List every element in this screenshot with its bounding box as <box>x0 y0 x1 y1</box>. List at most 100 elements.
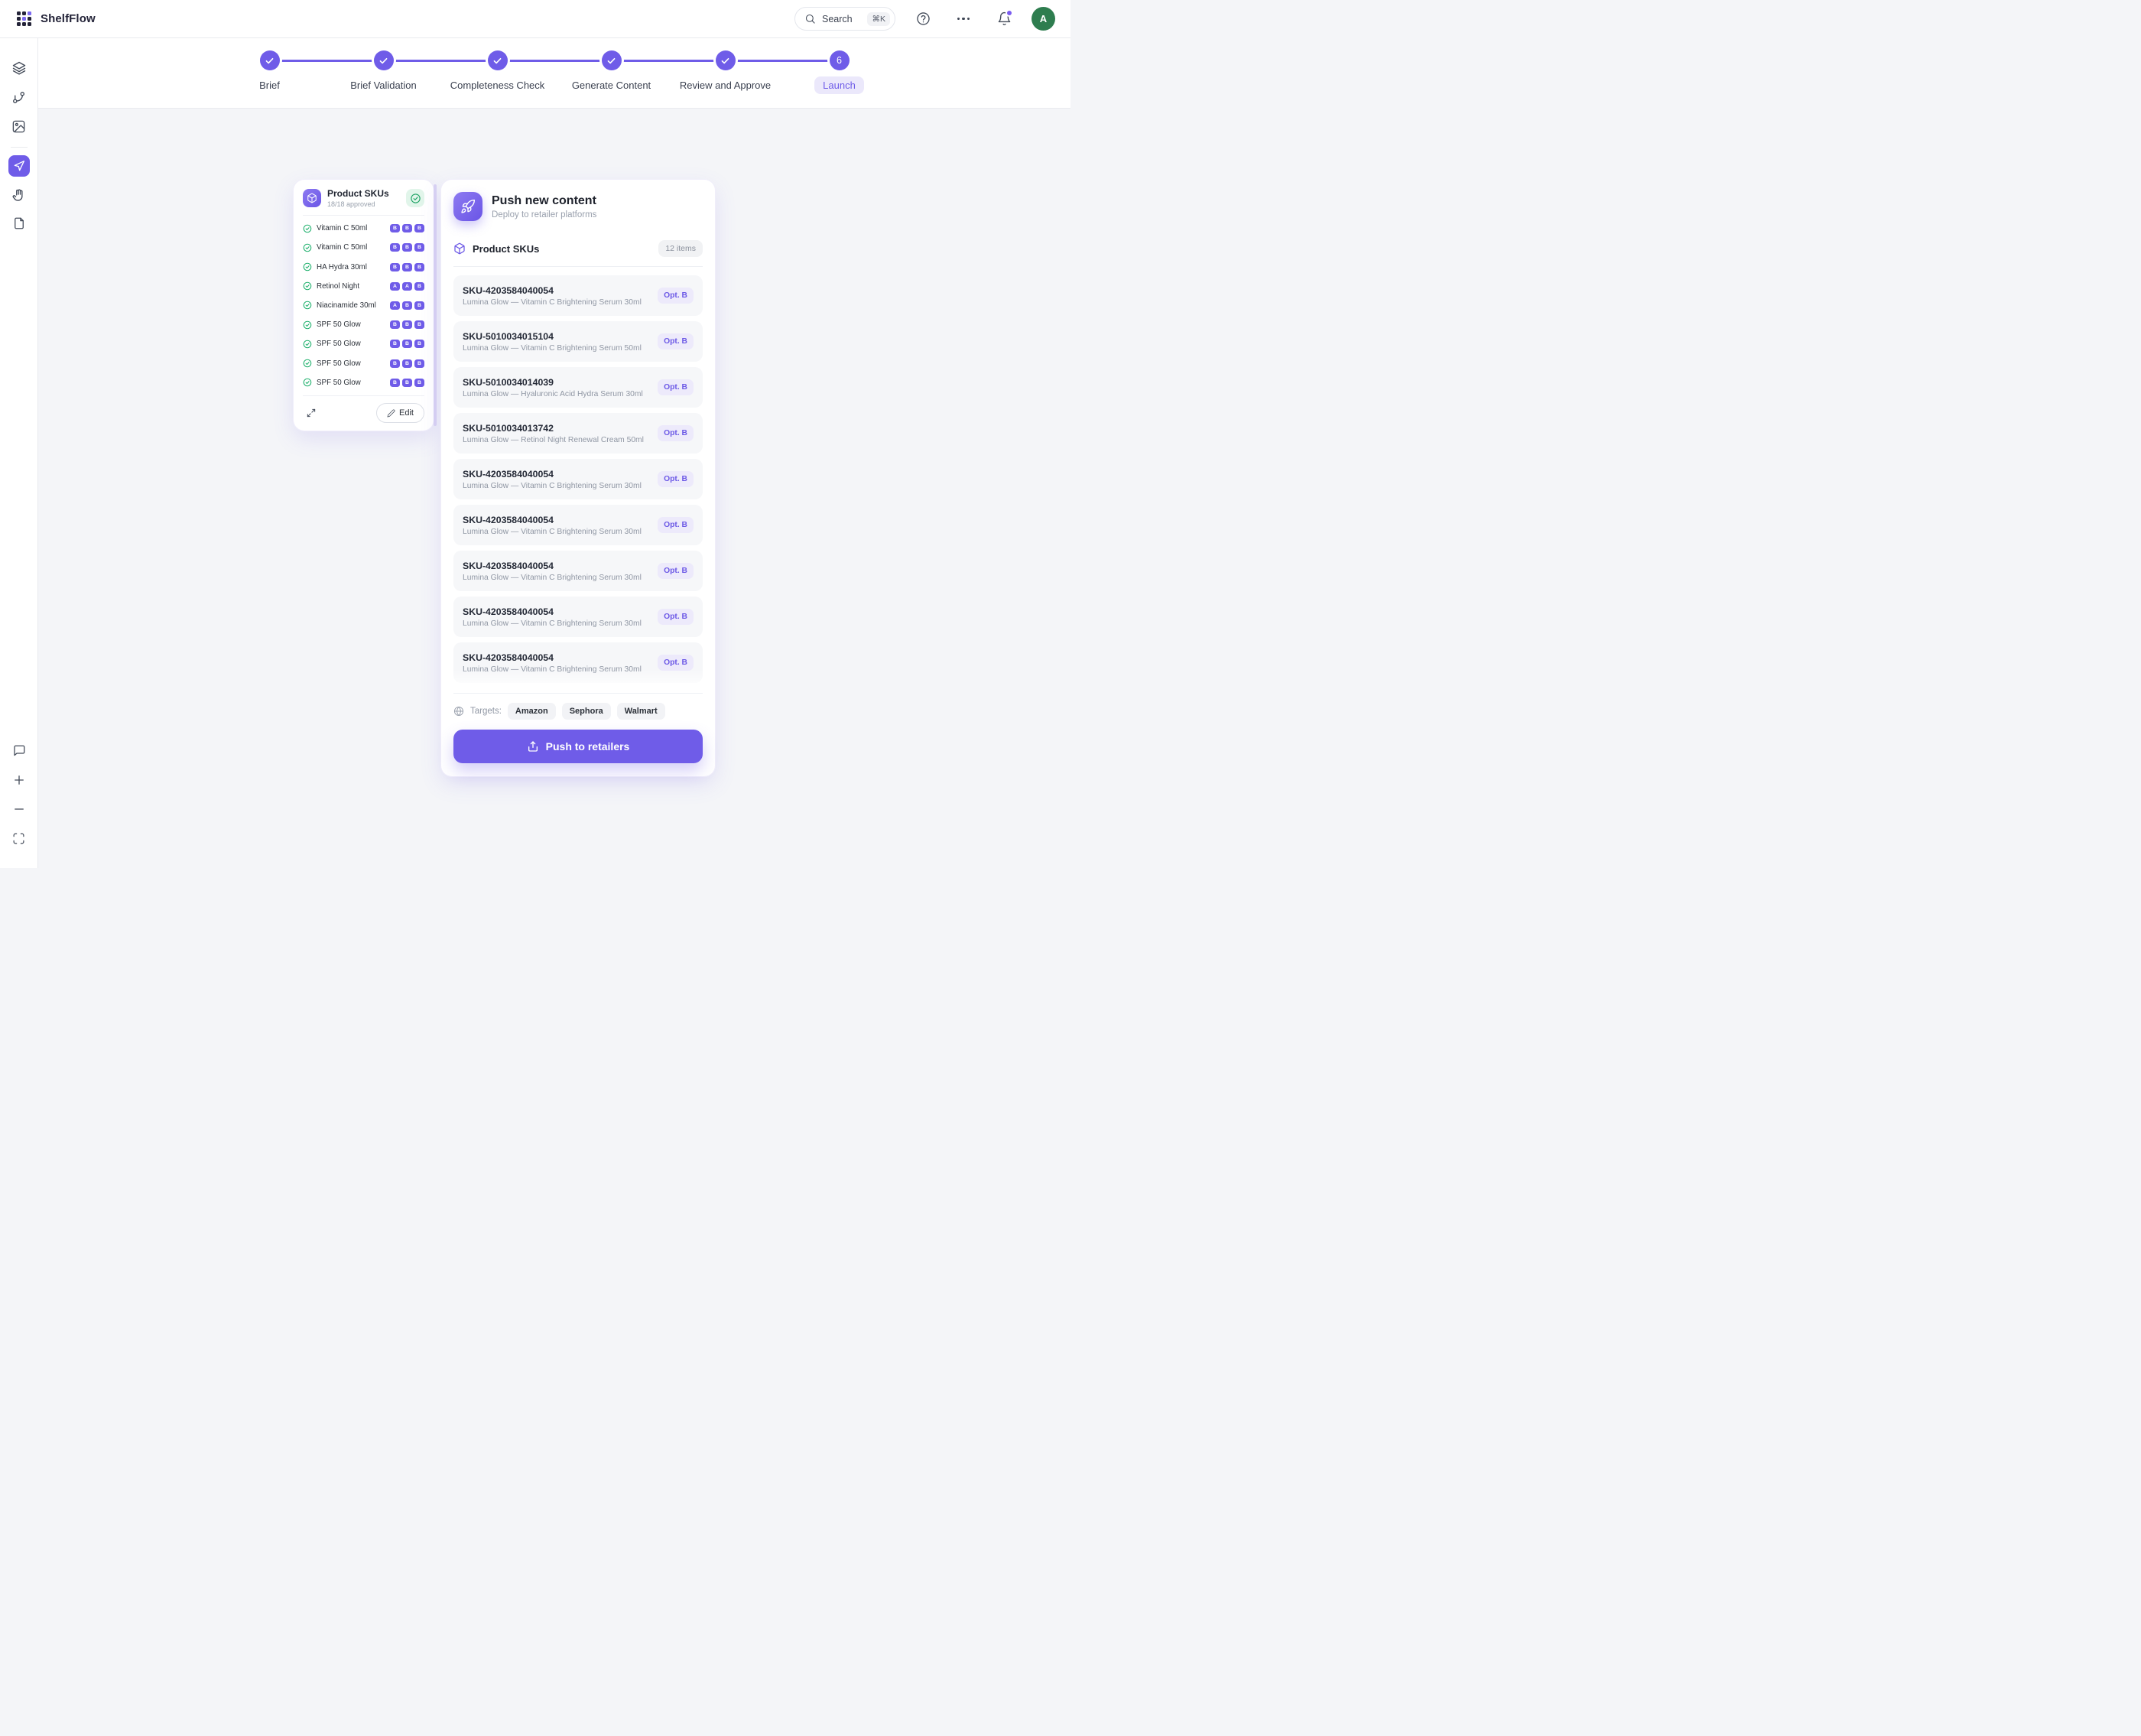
stepper-step[interactable]: Generate Content <box>554 50 668 108</box>
expand-icon <box>307 408 316 418</box>
sku-code: SKU-4203584040054 <box>463 468 554 480</box>
layers-tool-button[interactable] <box>8 57 31 80</box>
sku-summary-label: Vitamin C 50ml <box>317 224 368 233</box>
sku-summary-row[interactable]: SPF 50 Glow B B B <box>303 374 424 391</box>
sku-summary-row[interactable]: HA Hydra 30ml B B B <box>303 258 424 275</box>
step-number: 6 <box>837 55 842 66</box>
package-outline-icon <box>454 242 465 255</box>
stepper-step[interactable]: Review and Approve <box>668 50 782 108</box>
fullscreen-button[interactable] <box>8 827 31 850</box>
sku-detail-row[interactable]: SKU-5010034015104 Lumina Glow — Vitamin … <box>453 321 703 362</box>
notifications-button[interactable] <box>991 6 1017 32</box>
expand-card-button[interactable] <box>303 405 320 421</box>
card-subtitle: 18/18 approved <box>327 200 375 208</box>
pan-tool-button[interactable] <box>8 183 31 206</box>
app-logo[interactable] <box>17 11 31 26</box>
approved-check-icon <box>303 359 312 368</box>
stepper-step[interactable]: Completeness Check <box>440 50 554 108</box>
comments-button[interactable] <box>8 740 31 762</box>
card-title: Product SKUs <box>327 188 389 199</box>
option-badge: Opt. B <box>658 425 694 441</box>
sku-code: SKU-4203584040054 <box>463 606 554 617</box>
variant-badges: A A B <box>390 281 424 291</box>
sku-summary-row[interactable]: SPF 50 Glow B B B <box>303 317 424 333</box>
variant-badge: B <box>390 340 400 349</box>
chat-icon <box>13 745 24 756</box>
help-button[interactable] <box>910 6 936 32</box>
sku-summary-row[interactable]: Retinol Night A A B <box>303 278 424 294</box>
product-skus-card-footer: Edit <box>303 395 424 423</box>
sku-description: Lumina Glow — Vitamin C Brightening Seru… <box>463 297 642 307</box>
sku-description: Lumina Glow — Hyaluronic Acid Hydra Seru… <box>463 389 643 398</box>
approved-check-icon <box>303 243 312 252</box>
approved-status-tile <box>406 189 424 207</box>
push-to-retailers-button[interactable]: Push to retailers <box>453 730 703 763</box>
variant-badges: B B B <box>390 359 424 368</box>
target-chip[interactable]: Walmart <box>616 703 665 720</box>
sku-detail-row[interactable]: SKU-4203584040054 Lumina Glow — Vitamin … <box>453 551 703 591</box>
sku-code: SKU-5010034014039 <box>463 376 554 388</box>
upload-icon <box>528 741 538 752</box>
approved-check-icon <box>303 281 312 291</box>
push-content-card: Push new content Deploy to retailer plat… <box>441 180 715 776</box>
step-circle: 6 <box>829 50 850 70</box>
approved-check-icon <box>303 224 312 232</box>
sku-detail-row[interactable]: SKU-5010034014039 Lumina Glow — Hyaluron… <box>453 367 703 408</box>
image-tool-button[interactable] <box>8 115 31 138</box>
package-tile <box>303 189 321 207</box>
target-chip[interactable]: Amazon <box>507 703 556 720</box>
sku-summary-row[interactable]: SPF 50 Glow B B B <box>303 336 424 353</box>
sku-summary-row[interactable]: Vitamin C 50ml B B B <box>303 239 424 256</box>
step-label: Completeness Check <box>450 80 545 91</box>
step-circle <box>373 50 394 70</box>
zoom-in-button[interactable] <box>8 769 31 792</box>
sku-summary-row[interactable]: Vitamin C 50ml B B B <box>303 220 424 237</box>
sku-detail-row[interactable]: SKU-4203584040054 Lumina Glow — Vitamin … <box>453 597 703 637</box>
target-chip[interactable]: Sephora <box>561 703 611 720</box>
variant-badge: B <box>414 320 424 330</box>
globe-icon <box>453 706 464 717</box>
sku-code: SKU-5010034013742 <box>463 422 554 434</box>
sku-detail-row[interactable]: SKU-4203584040054 Lumina Glow — Vitamin … <box>453 275 703 316</box>
step-circle <box>259 50 280 70</box>
sku-summary-row[interactable]: SPF 50 Glow B B B <box>303 355 424 372</box>
option-badge: Opt. B <box>658 563 694 579</box>
sku-detail-list[interactable]: SKU-4203584040054 Lumina Glow — Vitamin … <box>453 275 703 693</box>
sku-detail-row[interactable]: SKU-5010034013742 Lumina Glow — Retinol … <box>453 413 703 454</box>
edit-button[interactable]: Edit <box>376 403 424 423</box>
sku-detail-row[interactable]: SKU-4203584040054 <box>453 688 703 693</box>
sku-detail-row[interactable]: SKU-4203584040054 Lumina Glow — Vitamin … <box>453 459 703 499</box>
step-label: Brief <box>259 80 280 91</box>
sku-summary-label: SPF 50 Glow <box>317 320 361 330</box>
sku-summary-label: Vitamin C 50ml <box>317 243 368 252</box>
search-input[interactable]: Search ⌘K <box>794 7 895 31</box>
sku-code: SKU-5010034015104 <box>463 330 554 342</box>
item-count-badge: 12 items <box>658 240 703 257</box>
sku-description: Lumina Glow — Vitamin C Brightening Seru… <box>463 573 642 582</box>
search-placeholder: Search <box>822 13 853 24</box>
stepper-step[interactable]: 6 Launch <box>782 50 896 108</box>
variant-badge: B <box>390 378 400 387</box>
check-icon <box>265 57 274 63</box>
variant-badge: A <box>390 281 400 291</box>
select-tool-button[interactable] <box>8 155 30 177</box>
zoom-out-button[interactable] <box>8 798 31 821</box>
sku-code: SKU-4203584040054 <box>463 284 554 296</box>
approved-check-icon <box>303 262 312 271</box>
page-tool-button[interactable] <box>8 212 31 235</box>
branch-tool-button[interactable] <box>8 86 31 109</box>
sku-summary-row[interactable]: Niacinamide 30ml A B B <box>303 297 424 314</box>
stepper-step[interactable]: Brief Validation <box>327 50 440 108</box>
variant-badge: B <box>402 359 412 368</box>
sku-detail-row[interactable]: SKU-4203584040054 Lumina Glow — Vitamin … <box>453 642 703 683</box>
help-icon <box>916 12 930 25</box>
header-actions: Search ⌘K A <box>794 6 1055 32</box>
stepper-step[interactable]: Brief <box>213 50 327 108</box>
variant-badge: A <box>402 281 412 291</box>
step-circle <box>715 50 736 70</box>
sku-code: SKU-4203584040054 <box>463 560 554 571</box>
variant-badge: B <box>414 340 424 349</box>
avatar[interactable]: A <box>1032 7 1055 31</box>
sku-detail-row[interactable]: SKU-4203584040054 Lumina Glow — Vitamin … <box>453 505 703 545</box>
more-menu-button[interactable] <box>950 6 976 32</box>
